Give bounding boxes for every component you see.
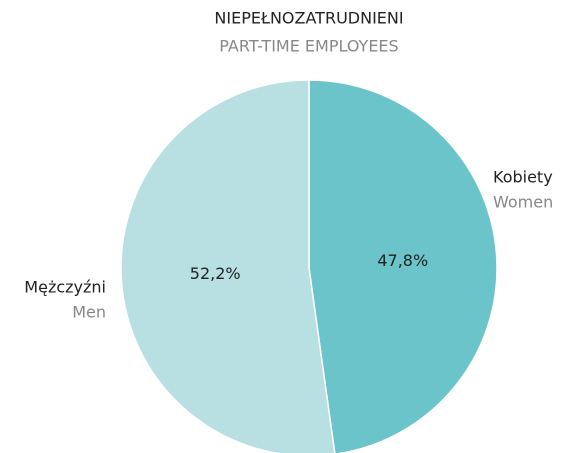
chart-subtitle: PART-TIME EMPLOYEES: [219, 37, 398, 56]
category-label: Mężczyźni: [24, 278, 106, 297]
pie-slice: [308, 79, 498, 453]
pie-slice: [120, 79, 336, 453]
chart-title: NIEPEŁNOZATRUDNIENI: [214, 9, 403, 28]
value-label: 52,2%: [190, 264, 241, 283]
value-label: 47,8%: [377, 251, 428, 270]
category-label: Kobiety: [493, 168, 553, 187]
category-label-en: Women: [493, 193, 553, 212]
category-label-en: Men: [72, 303, 106, 322]
